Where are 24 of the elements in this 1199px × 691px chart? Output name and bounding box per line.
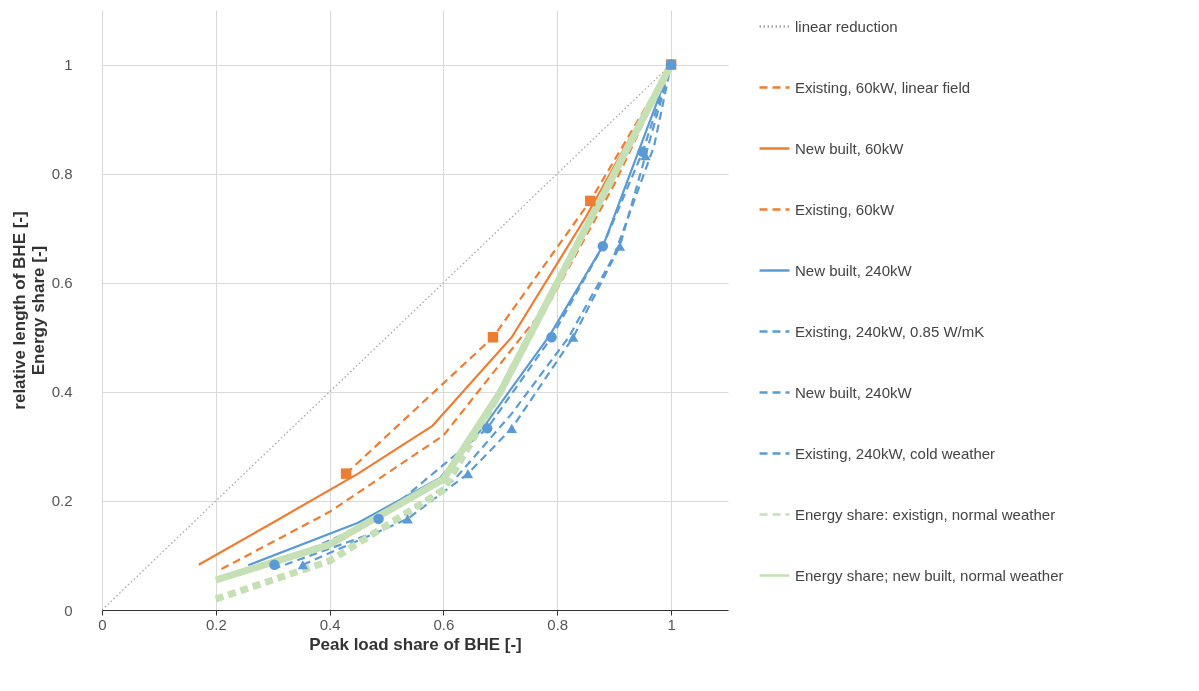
y-tick-label: 0.4 <box>51 383 73 401</box>
legend-label: New built, 240kW <box>795 261 913 279</box>
legend-label: Existing, 240kW, 0.85 W/mK <box>795 322 985 340</box>
legend-label: Existing, 60kW, linear field <box>795 78 971 96</box>
legend-label: Energy share; new built, normal weather <box>795 566 1064 584</box>
x-tick-label: 0 <box>98 615 107 633</box>
y-tick-label: 0.8 <box>51 165 73 183</box>
legend-label: New built, 60kW <box>795 139 905 157</box>
y-axis-title: relative length of BHE [-] Energy share [-] <box>9 211 48 410</box>
x-tick-label: 1 <box>667 615 676 633</box>
legend-label: New built, 240kW <box>795 383 913 401</box>
y-tick-label: 0.6 <box>51 274 73 292</box>
legend-label: Energy share: existign, normal weather <box>795 505 1056 523</box>
y-tick-label: 0 <box>64 601 73 619</box>
x-tick-label: 0.4 <box>319 615 341 633</box>
legend-label: Existing, 240kW, cold weather <box>795 444 996 462</box>
x-tick-label: 0.2 <box>205 615 227 633</box>
y-tick-label: 0.2 <box>51 492 73 510</box>
x-axis-title: Peak load share of BHE [-] <box>309 634 522 654</box>
legend-label: linear reduction <box>795 17 898 35</box>
x-tick-label: 0.6 <box>433 615 455 633</box>
x-tick-label: 0.8 <box>547 615 569 633</box>
legend-label: Existing, 60kW <box>795 200 896 218</box>
y-tick-label: 1 <box>64 56 73 74</box>
